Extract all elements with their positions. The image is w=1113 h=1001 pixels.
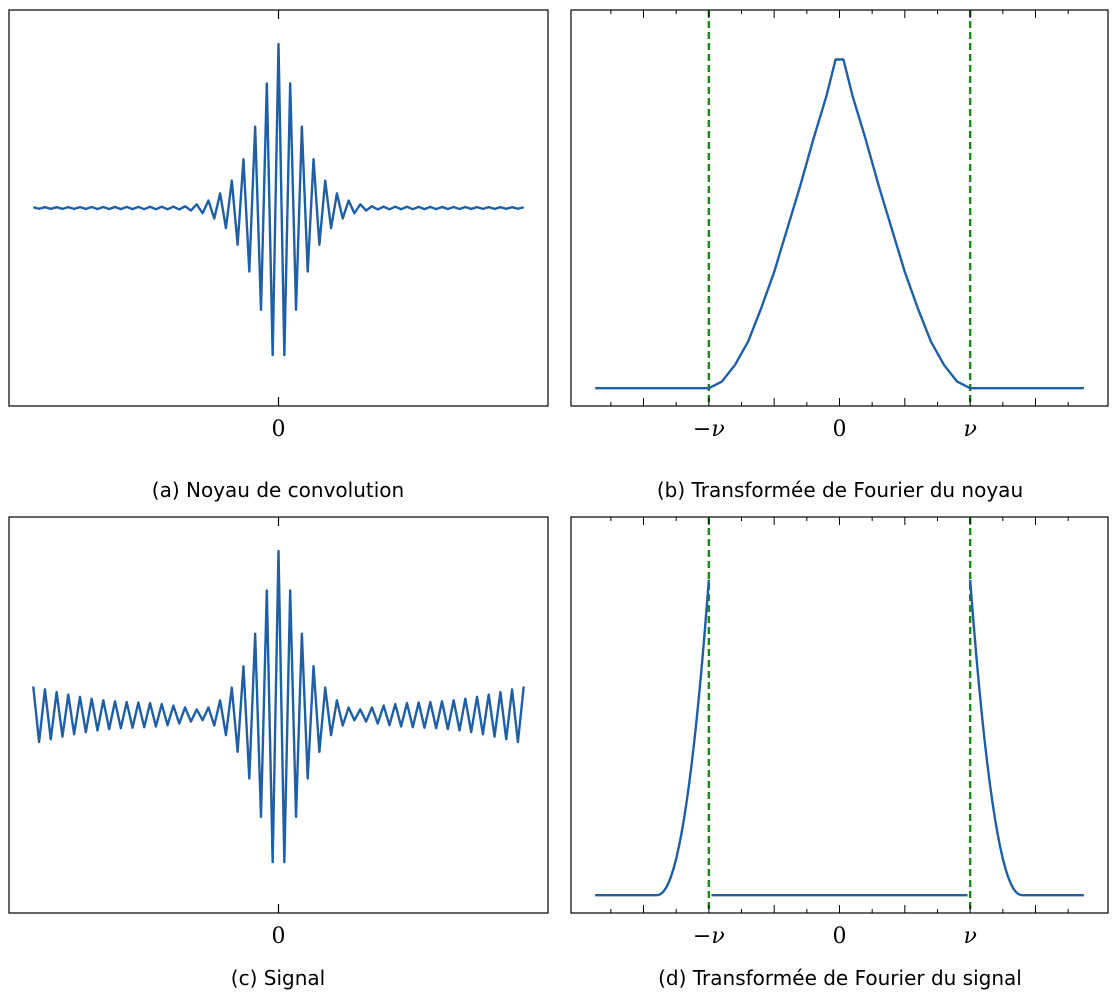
marks xyxy=(32,549,525,864)
panel-a: 0 (a) Noyau de convolution xyxy=(8,9,549,502)
x-tick-label: ν xyxy=(963,924,976,949)
series-line xyxy=(32,42,525,357)
marks xyxy=(595,517,1084,913)
x-tick-label: 0 xyxy=(833,417,847,442)
panel-d: −ν 0 ν (d) Transformée de Fourier du signa… xyxy=(570,516,1109,990)
x-tick-label: ν xyxy=(963,417,976,442)
panel-caption: (b) Transformée de Fourier du noyau xyxy=(657,478,1023,502)
series-line xyxy=(595,58,1084,390)
series-line xyxy=(595,579,711,897)
panel-b: −ν 0 ν (b) Transformée de Fourier du noyau xyxy=(570,9,1109,502)
plot-frame xyxy=(570,9,1109,407)
x-tick-label: −ν xyxy=(693,417,725,442)
x-tick-label: 0 xyxy=(272,924,286,949)
series-line xyxy=(968,579,1084,897)
x-tick-label: 0 xyxy=(272,417,286,442)
panel-caption: (a) Noyau de convolution xyxy=(152,478,404,502)
series-line xyxy=(32,549,525,864)
x-tick-label: 0 xyxy=(833,924,847,949)
marks xyxy=(595,10,1084,406)
plot-frame xyxy=(570,516,1109,914)
x-tick-label: −ν xyxy=(693,924,725,949)
ticks: 0 xyxy=(272,517,286,949)
ticks: 0 xyxy=(272,10,286,442)
panel-c: 0 (c) Signal xyxy=(8,516,549,990)
ticks: −ν 0 ν xyxy=(610,517,1069,949)
panel-caption: (c) Signal xyxy=(231,966,325,990)
ticks: −ν 0 ν xyxy=(610,10,1069,442)
panel-caption: (d) Transformée de Fourier du signal xyxy=(658,966,1022,990)
marks xyxy=(32,42,525,357)
